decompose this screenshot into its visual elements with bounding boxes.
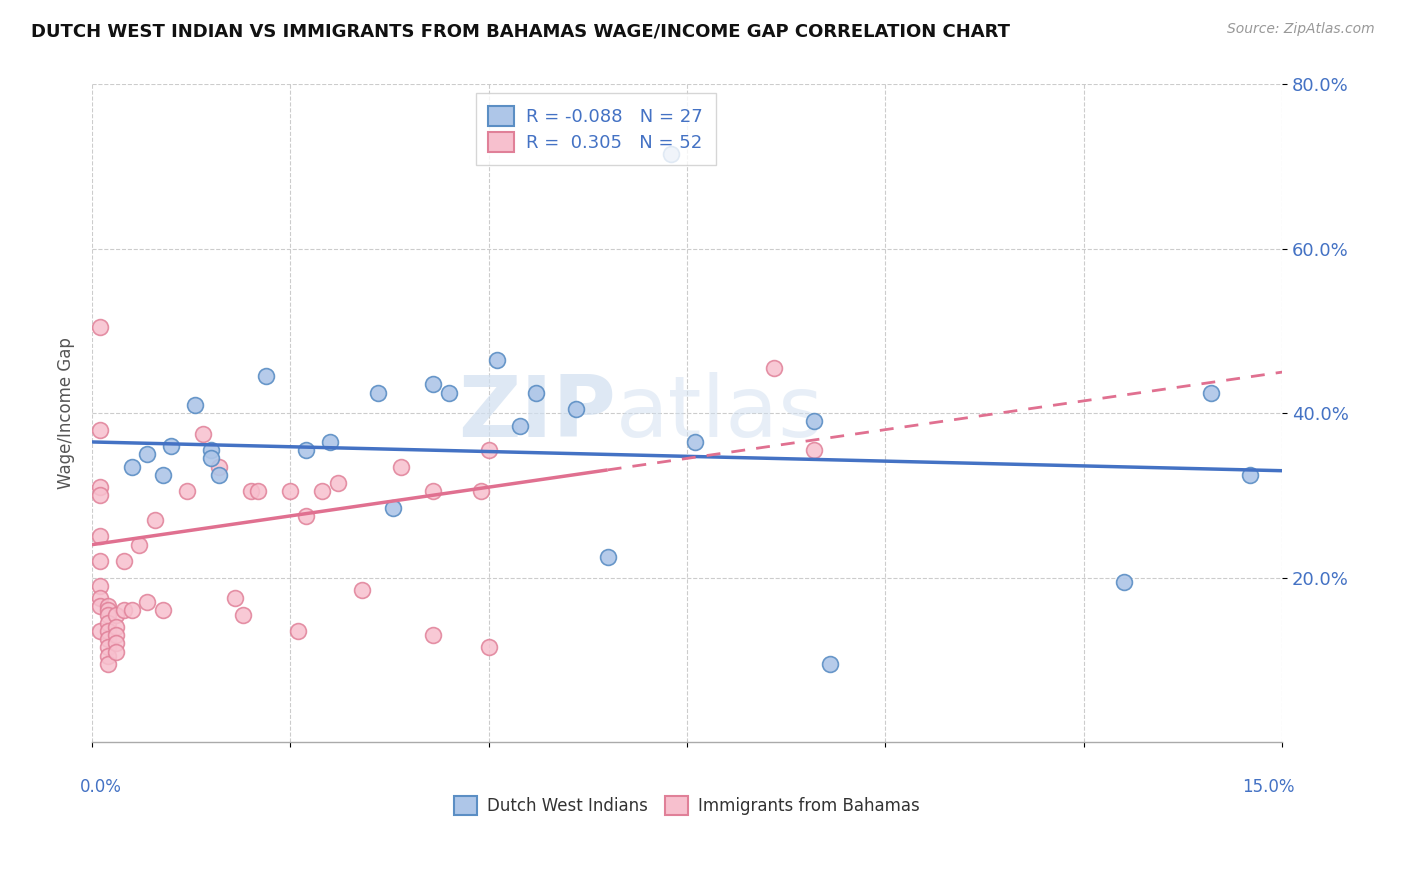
Text: Source: ZipAtlas.com: Source: ZipAtlas.com bbox=[1227, 22, 1375, 37]
Point bbox=[659, 147, 682, 161]
Point bbox=[104, 644, 127, 658]
Point bbox=[112, 603, 135, 617]
Point bbox=[319, 434, 342, 449]
Point bbox=[97, 603, 120, 617]
Point bbox=[112, 554, 135, 568]
Point bbox=[239, 484, 262, 499]
Point bbox=[200, 443, 222, 458]
Text: 0.0%: 0.0% bbox=[80, 778, 122, 796]
Point bbox=[89, 529, 111, 543]
Point bbox=[97, 624, 120, 638]
Point bbox=[478, 640, 501, 655]
Point bbox=[683, 434, 706, 449]
Point bbox=[389, 459, 412, 474]
Point bbox=[382, 500, 405, 515]
Point bbox=[311, 484, 333, 499]
Point bbox=[143, 513, 166, 527]
Point bbox=[295, 508, 318, 523]
Point bbox=[89, 480, 111, 494]
Point bbox=[326, 476, 349, 491]
Point bbox=[287, 624, 309, 638]
Point bbox=[367, 385, 389, 400]
Point bbox=[97, 607, 120, 622]
Point bbox=[1112, 574, 1135, 589]
Point bbox=[224, 591, 246, 606]
Point bbox=[208, 459, 231, 474]
Point bbox=[89, 488, 111, 502]
Point bbox=[136, 447, 159, 461]
Point bbox=[596, 549, 619, 564]
Point bbox=[247, 484, 270, 499]
Point bbox=[422, 377, 444, 392]
Point bbox=[97, 599, 120, 614]
Point bbox=[97, 632, 120, 647]
Point bbox=[121, 603, 143, 617]
Legend: Dutch West Indians, Immigrants from Bahamas: Dutch West Indians, Immigrants from Baha… bbox=[447, 789, 927, 822]
Point bbox=[104, 628, 127, 642]
Point bbox=[208, 467, 231, 482]
Point bbox=[191, 426, 214, 441]
Point bbox=[565, 402, 588, 417]
Point bbox=[104, 607, 127, 622]
Point bbox=[254, 369, 277, 384]
Point bbox=[97, 615, 120, 630]
Point bbox=[295, 443, 318, 458]
Point bbox=[763, 361, 786, 376]
Point bbox=[278, 484, 301, 499]
Point bbox=[104, 620, 127, 634]
Point bbox=[89, 579, 111, 593]
Y-axis label: Wage/Income Gap: Wage/Income Gap bbox=[58, 337, 75, 489]
Point bbox=[89, 319, 111, 334]
Point bbox=[350, 582, 373, 597]
Point bbox=[152, 603, 174, 617]
Point bbox=[89, 591, 111, 606]
Point bbox=[97, 648, 120, 663]
Text: ZIP: ZIP bbox=[458, 372, 616, 455]
Point bbox=[184, 398, 207, 412]
Point bbox=[1199, 385, 1222, 400]
Point bbox=[232, 607, 254, 622]
Text: DUTCH WEST INDIAN VS IMMIGRANTS FROM BAHAMAS WAGE/INCOME GAP CORRELATION CHART: DUTCH WEST INDIAN VS IMMIGRANTS FROM BAH… bbox=[31, 22, 1010, 40]
Point bbox=[97, 640, 120, 655]
Point bbox=[128, 538, 150, 552]
Point bbox=[803, 443, 825, 458]
Point bbox=[437, 385, 460, 400]
Point bbox=[485, 352, 508, 367]
Point bbox=[818, 657, 841, 671]
Point bbox=[152, 467, 174, 482]
Point bbox=[89, 599, 111, 614]
Point bbox=[89, 624, 111, 638]
Point bbox=[803, 414, 825, 428]
Point bbox=[478, 443, 501, 458]
Point bbox=[176, 484, 198, 499]
Point bbox=[89, 423, 111, 437]
Point bbox=[121, 459, 143, 474]
Point bbox=[104, 636, 127, 650]
Point bbox=[136, 595, 159, 609]
Point bbox=[524, 385, 547, 400]
Text: 15.0%: 15.0% bbox=[1241, 778, 1294, 796]
Point bbox=[97, 657, 120, 671]
Text: atlas: atlas bbox=[616, 372, 824, 455]
Point bbox=[1239, 467, 1261, 482]
Point bbox=[160, 439, 183, 453]
Point bbox=[509, 418, 531, 433]
Point bbox=[200, 451, 222, 466]
Point bbox=[89, 554, 111, 568]
Point bbox=[470, 484, 492, 499]
Point bbox=[422, 484, 444, 499]
Point bbox=[422, 628, 444, 642]
